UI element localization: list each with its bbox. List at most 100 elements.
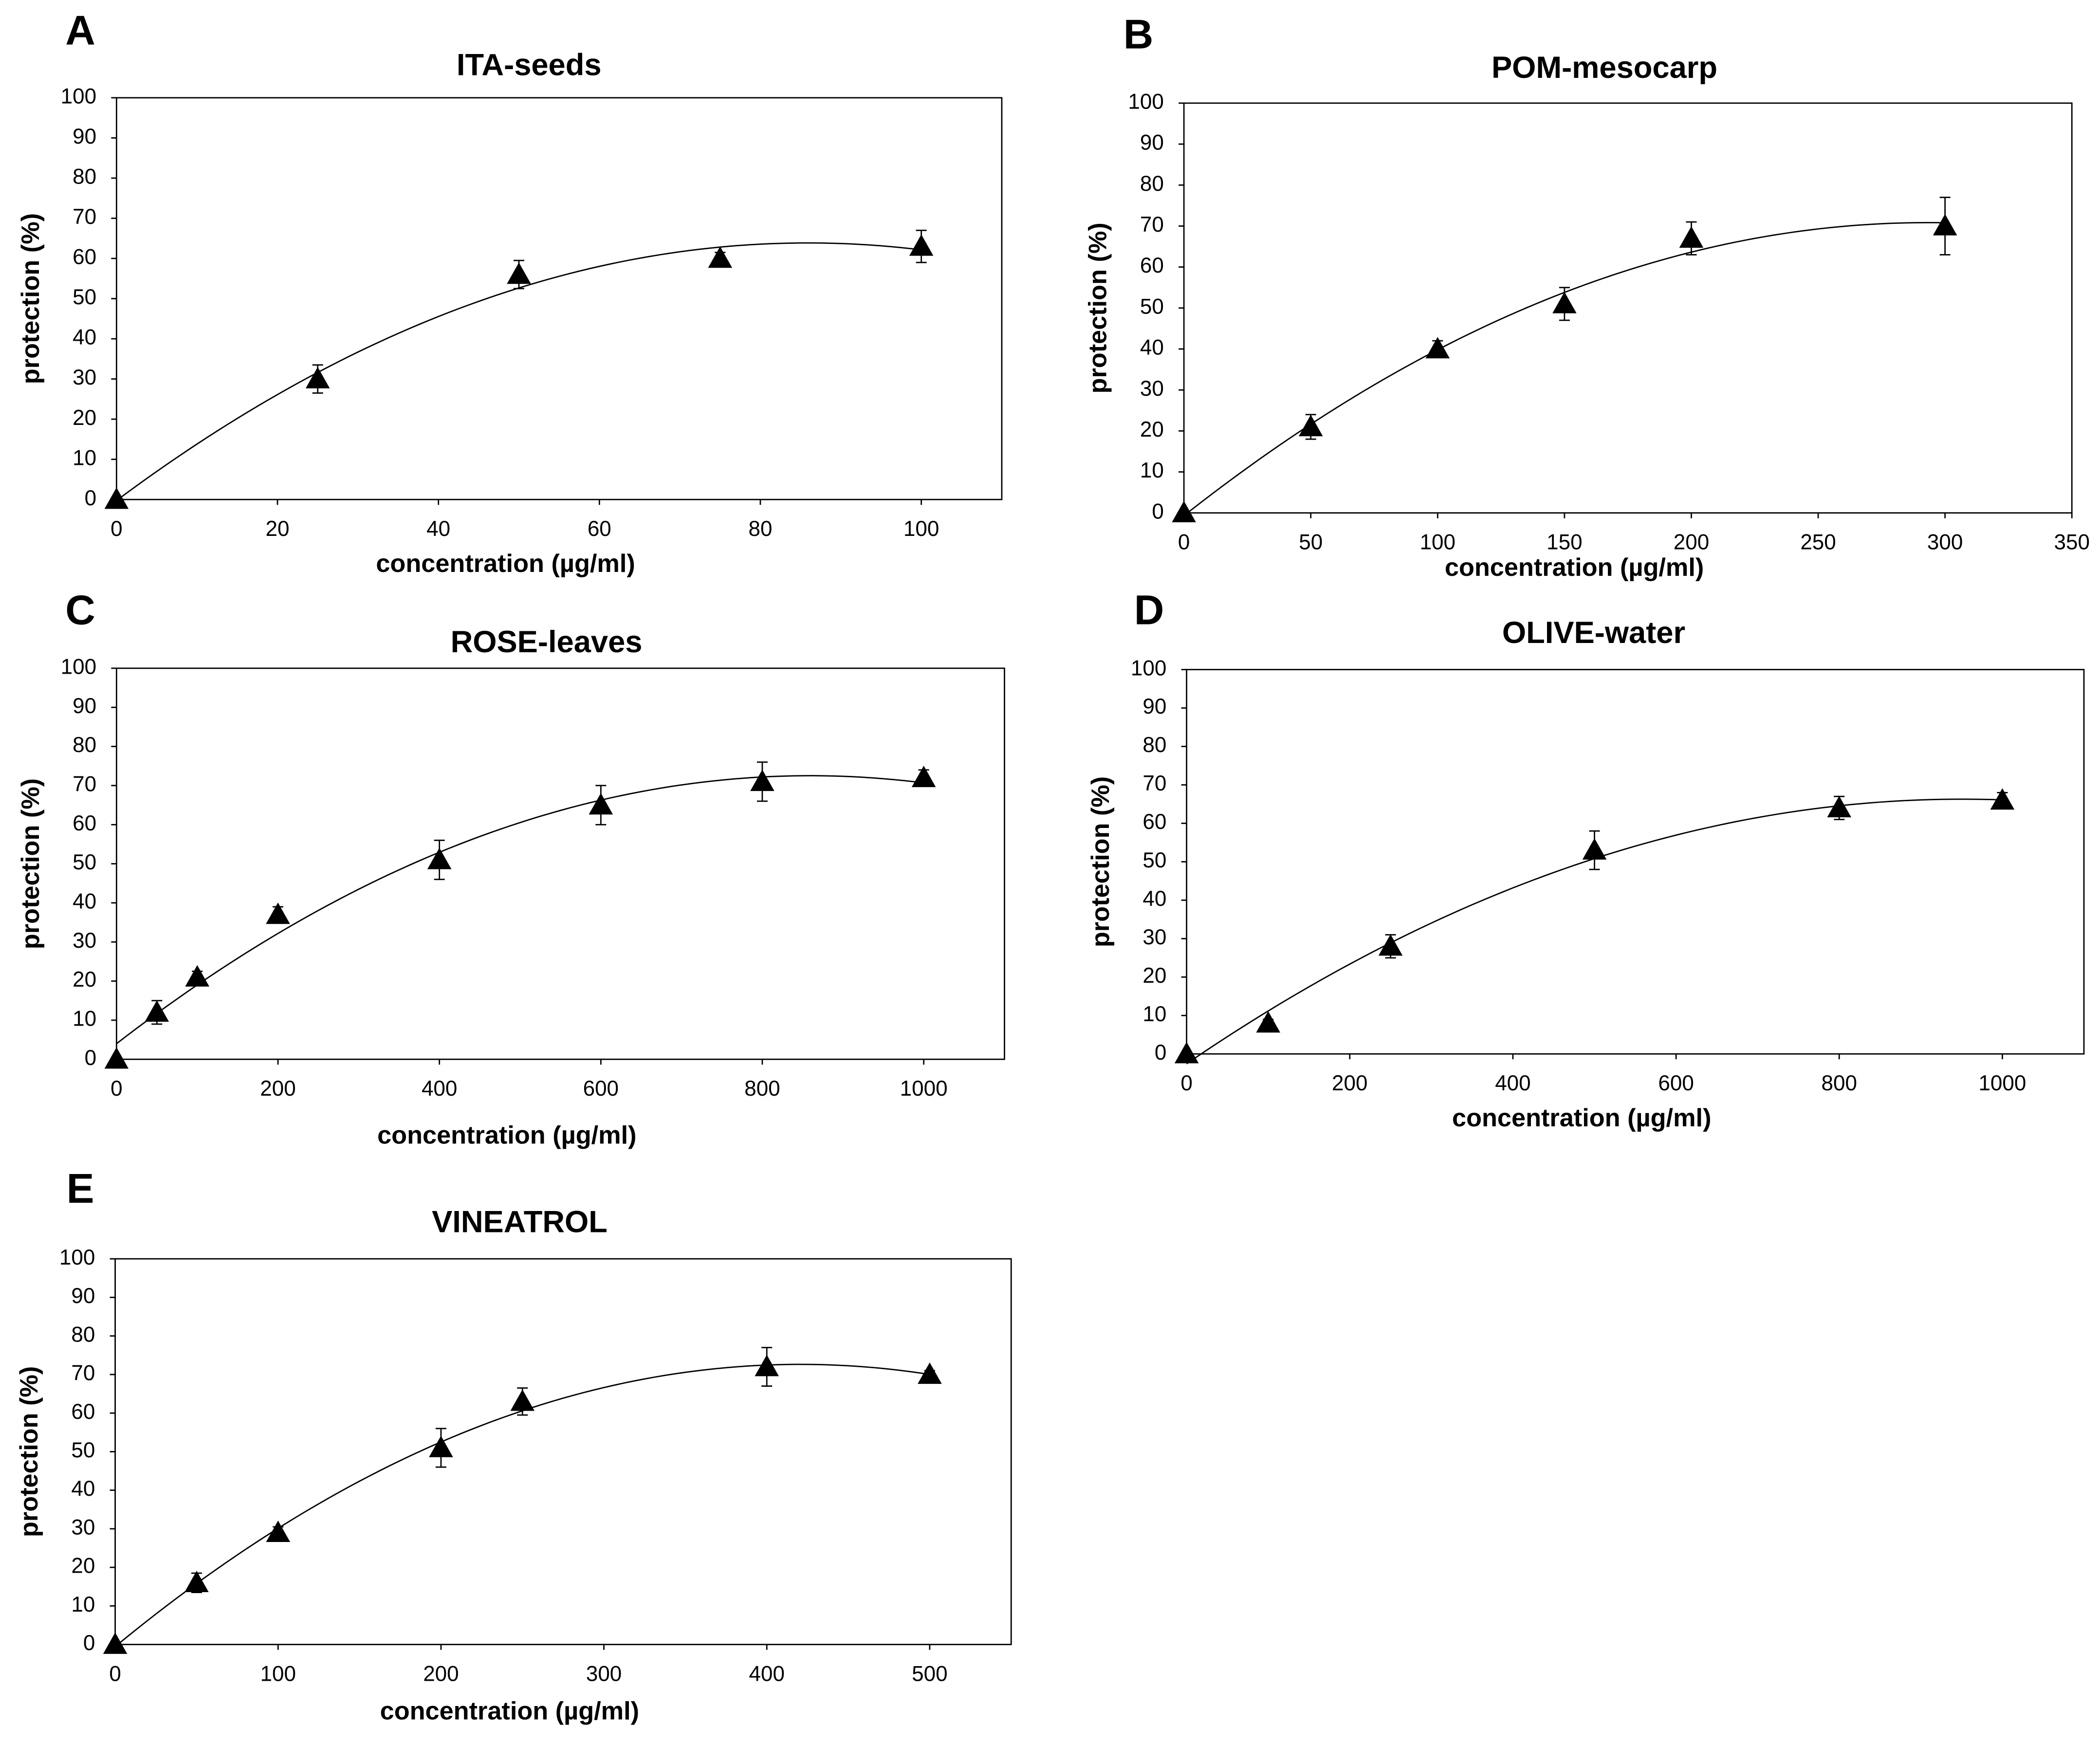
- marker: [1425, 337, 1450, 359]
- y-tick-label: 100: [61, 84, 96, 108]
- y-tick-label: 30: [73, 929, 96, 953]
- y-tick-label: 0: [1155, 1041, 1166, 1065]
- marker: [103, 1632, 128, 1654]
- y-tick-label: 80: [73, 165, 96, 189]
- y-tick-label: 90: [1140, 131, 1164, 155]
- y-tick-label: 30: [71, 1515, 95, 1539]
- y-tick-label: 60: [71, 1400, 95, 1424]
- x-tick-label: 0: [111, 1077, 122, 1101]
- x-tick-label: 800: [1822, 1071, 1857, 1095]
- y-tick-label: 40: [71, 1477, 95, 1501]
- y-tick-label: 100: [59, 1246, 95, 1269]
- marker: [1174, 1042, 1199, 1064]
- y-tick-label: 50: [1142, 848, 1166, 872]
- y-tick-label: 40: [1142, 887, 1166, 911]
- y-tick-label: 70: [71, 1361, 95, 1385]
- y-tick-label: 70: [73, 205, 96, 229]
- panel-label: D: [1134, 587, 1164, 634]
- chart-panel: E VINEATROL concentration (µg/ml) protectio…: [15, 1166, 1012, 1726]
- y-tick-label: 90: [73, 125, 96, 148]
- panel-label: C: [65, 587, 95, 634]
- y-axis-label: protection (%): [17, 213, 45, 384]
- chart-panel: A ITA-seeds concentration (µg/ml) protectio…: [17, 7, 1003, 578]
- plot-frame: [1186, 669, 2085, 1055]
- marker: [1679, 226, 1704, 248]
- y-tick-label: 0: [85, 1046, 96, 1070]
- y-tick-label: 0: [85, 486, 96, 510]
- trend-line: [1183, 221, 1945, 516]
- marker: [184, 1571, 209, 1593]
- y-tick-label: 20: [73, 406, 96, 430]
- y-tick-label: 50: [73, 285, 96, 309]
- marker: [510, 1389, 535, 1411]
- y-tick-label: 20: [73, 968, 96, 991]
- x-tick-label: 500: [912, 1662, 947, 1686]
- marker: [305, 367, 330, 388]
- marker: [909, 234, 934, 256]
- y-tick-label: 80: [1140, 172, 1164, 196]
- chart-panel: D OLIVE-water concentration (µg/ml) protect…: [1087, 587, 2085, 1132]
- y-tick-label: 90: [71, 1284, 95, 1308]
- x-tick-label: 0: [109, 1662, 121, 1686]
- y-axis-label: protection (%): [1084, 222, 1112, 393]
- marker: [1172, 500, 1196, 523]
- x-tick-label: 600: [1658, 1071, 1694, 1095]
- chart-panel: C ROSE-leaves concentration (µg/ml) protect…: [17, 587, 1005, 1150]
- chart-title: POM-mesocarp: [1492, 51, 1717, 85]
- y-tick-label: 80: [1142, 733, 1166, 757]
- y-tick-label: 60: [1140, 254, 1164, 277]
- x-tick-label: 60: [588, 517, 611, 541]
- y-tick-label: 50: [73, 850, 96, 874]
- x-axis-label: concentration (µg/ml): [377, 1121, 636, 1150]
- x-tick-label: 200: [260, 1077, 295, 1101]
- x-axis-label: concentration (µg/ml): [376, 550, 635, 578]
- y-tick-label: 100: [1131, 656, 1166, 680]
- y-tick-label: 60: [1142, 810, 1166, 834]
- x-tick-label: 300: [586, 1662, 622, 1686]
- marker: [755, 1355, 779, 1377]
- y-tick-label: 60: [73, 811, 96, 835]
- x-axis-label: concentration (µg/ml): [1445, 553, 1704, 582]
- x-tick-label: 400: [422, 1077, 457, 1101]
- x-tick-label: 50: [1299, 531, 1323, 554]
- y-tick-label: 50: [71, 1438, 95, 1462]
- x-tick-label: 200: [1674, 531, 1709, 554]
- y-axis-label: protection (%): [15, 1366, 43, 1537]
- marker: [1378, 934, 1403, 956]
- x-tick-label: 100: [903, 517, 939, 541]
- chart-panel: B POM-mesocarp concentration (µg/ml) protec…: [1084, 12, 2090, 582]
- x-tick-label: 150: [1547, 531, 1582, 554]
- marker: [589, 793, 613, 815]
- y-tick-label: 20: [71, 1554, 95, 1578]
- chart-title: OLIVE-water: [1502, 616, 1685, 650]
- y-tick-label: 0: [83, 1631, 95, 1655]
- x-tick-label: 80: [748, 517, 772, 541]
- y-tick-label: 10: [73, 1007, 96, 1031]
- y-tick-label: 30: [73, 366, 96, 389]
- x-tick-label: 600: [583, 1077, 619, 1101]
- y-tick-label: 70: [73, 772, 96, 796]
- x-tick-label: 20: [266, 517, 290, 541]
- marker: [507, 262, 531, 284]
- x-tick-label: 400: [1495, 1071, 1530, 1095]
- chart-title: ROSE-leaves: [451, 625, 643, 659]
- panel-label: E: [67, 1166, 94, 1212]
- x-tick-label: 1000: [900, 1077, 948, 1101]
- x-axis-label: concentration (µg/ml): [1452, 1104, 1711, 1132]
- marker: [708, 246, 733, 268]
- x-tick-label: 400: [749, 1662, 785, 1686]
- x-tick-label: 350: [2054, 531, 2089, 554]
- y-tick-label: 20: [1142, 964, 1166, 988]
- marker: [1933, 214, 1957, 236]
- y-tick-label: 80: [73, 733, 96, 757]
- y-tick-label: 10: [1142, 1002, 1166, 1026]
- panel-label: A: [65, 7, 95, 54]
- y-tick-label: 50: [1140, 294, 1164, 318]
- plot-frame: [115, 97, 1003, 500]
- marker: [185, 965, 209, 987]
- x-tick-label: 1000: [1978, 1071, 2026, 1095]
- y-tick-label: 10: [1140, 459, 1164, 482]
- chart-title: VINEATROL: [432, 1205, 608, 1239]
- marker: [1298, 415, 1323, 437]
